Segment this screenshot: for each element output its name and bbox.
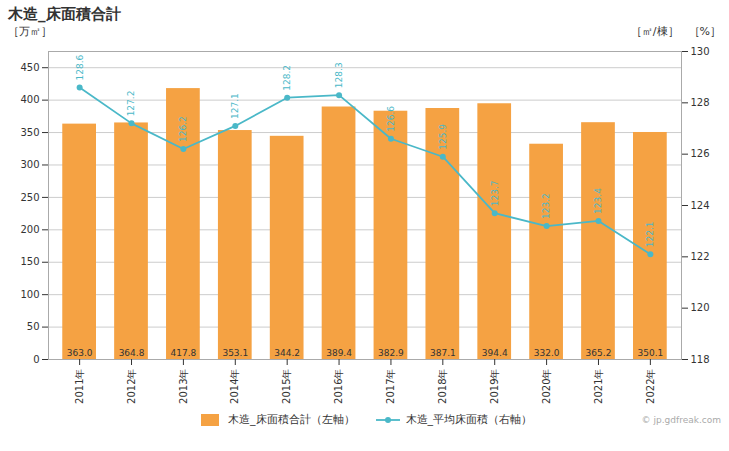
svg-text:344.2: 344.2	[274, 348, 300, 358]
svg-text:2018年: 2018年	[437, 369, 448, 404]
svg-text:200: 200	[20, 224, 39, 235]
svg-text:122: 122	[691, 251, 710, 262]
svg-text:123.4: 123.4	[593, 188, 603, 214]
svg-text:387.1: 387.1	[430, 348, 456, 358]
html-text:木造_床面積合計（左軸）: 木造_床面積合計（左軸）	[228, 413, 355, 426]
svg-text:128.3: 128.3	[334, 62, 344, 88]
svg-text:123.7: 123.7	[490, 180, 500, 206]
svg-text:120: 120	[691, 302, 710, 313]
svg-text:128.6: 128.6	[75, 54, 85, 80]
html-text:［万㎡］: ［万㎡］	[8, 25, 52, 38]
svg-text:128.2: 128.2	[282, 65, 292, 91]
svg-text:126.6: 126.6	[386, 106, 396, 132]
svg-text:2012年: 2012年	[126, 369, 137, 404]
svg-text:382.9: 382.9	[378, 348, 404, 358]
svg-text:2021年: 2021年	[593, 369, 604, 404]
svg-text:363.0: 363.0	[67, 348, 93, 358]
svg-text:300: 300	[20, 159, 39, 170]
svg-text:126: 126	[691, 148, 710, 159]
svg-text:250: 250	[20, 192, 39, 203]
svg-text:2017年: 2017年	[385, 369, 396, 404]
svg-text:417.8: 417.8	[171, 348, 197, 358]
svg-text:128: 128	[691, 97, 710, 108]
html-text:© jp.gdfreak.com: © jp.gdfreak.com	[641, 415, 721, 425]
svg-text:353.1: 353.1	[222, 348, 248, 358]
html-text:木造_床面積合計: 木造_床面積合計	[8, 5, 121, 23]
svg-text:50: 50	[27, 321, 40, 332]
svg-text:450: 450	[20, 62, 39, 73]
svg-text:2014年: 2014年	[229, 369, 240, 404]
svg-text:400: 400	[20, 94, 39, 105]
svg-text:124: 124	[691, 200, 710, 211]
svg-text:332.0: 332.0	[534, 348, 560, 358]
svg-text:2019年: 2019年	[489, 369, 500, 404]
svg-text:118: 118	[691, 354, 710, 365]
svg-text:0: 0	[33, 354, 39, 365]
svg-text:394.4: 394.4	[482, 348, 508, 358]
html-text:［㎡/棟］: ［㎡/棟］	[630, 25, 679, 38]
svg-text:2016年: 2016年	[333, 369, 344, 404]
svg-text:100: 100	[20, 289, 39, 300]
html-text:木造_平均床面積（右軸）: 木造_平均床面積（右軸）	[405, 413, 532, 426]
svg-text:150: 150	[20, 256, 39, 267]
svg-text:350: 350	[20, 127, 39, 138]
svg-text:365.2: 365.2	[586, 348, 612, 358]
svg-text:350.1: 350.1	[637, 348, 663, 358]
svg-text:2013年: 2013年	[178, 369, 189, 404]
svg-text:2015年: 2015年	[281, 369, 292, 404]
svg-text:2011年: 2011年	[74, 369, 85, 404]
svg-text:2022年: 2022年	[645, 369, 656, 404]
svg-text:2020年: 2020年	[541, 369, 552, 404]
svg-text:130: 130	[691, 46, 710, 57]
svg-text:364.8: 364.8	[119, 348, 145, 358]
svg-text:127.2: 127.2	[126, 91, 136, 117]
svg-text:127.1: 127.1	[230, 93, 240, 119]
svg-text:125.9: 125.9	[438, 124, 448, 150]
svg-text:389.4: 389.4	[326, 348, 352, 358]
svg-text:126.2: 126.2	[178, 116, 188, 142]
svg-text:123.2: 123.2	[541, 193, 551, 219]
svg-text:122.1: 122.1	[645, 222, 655, 248]
